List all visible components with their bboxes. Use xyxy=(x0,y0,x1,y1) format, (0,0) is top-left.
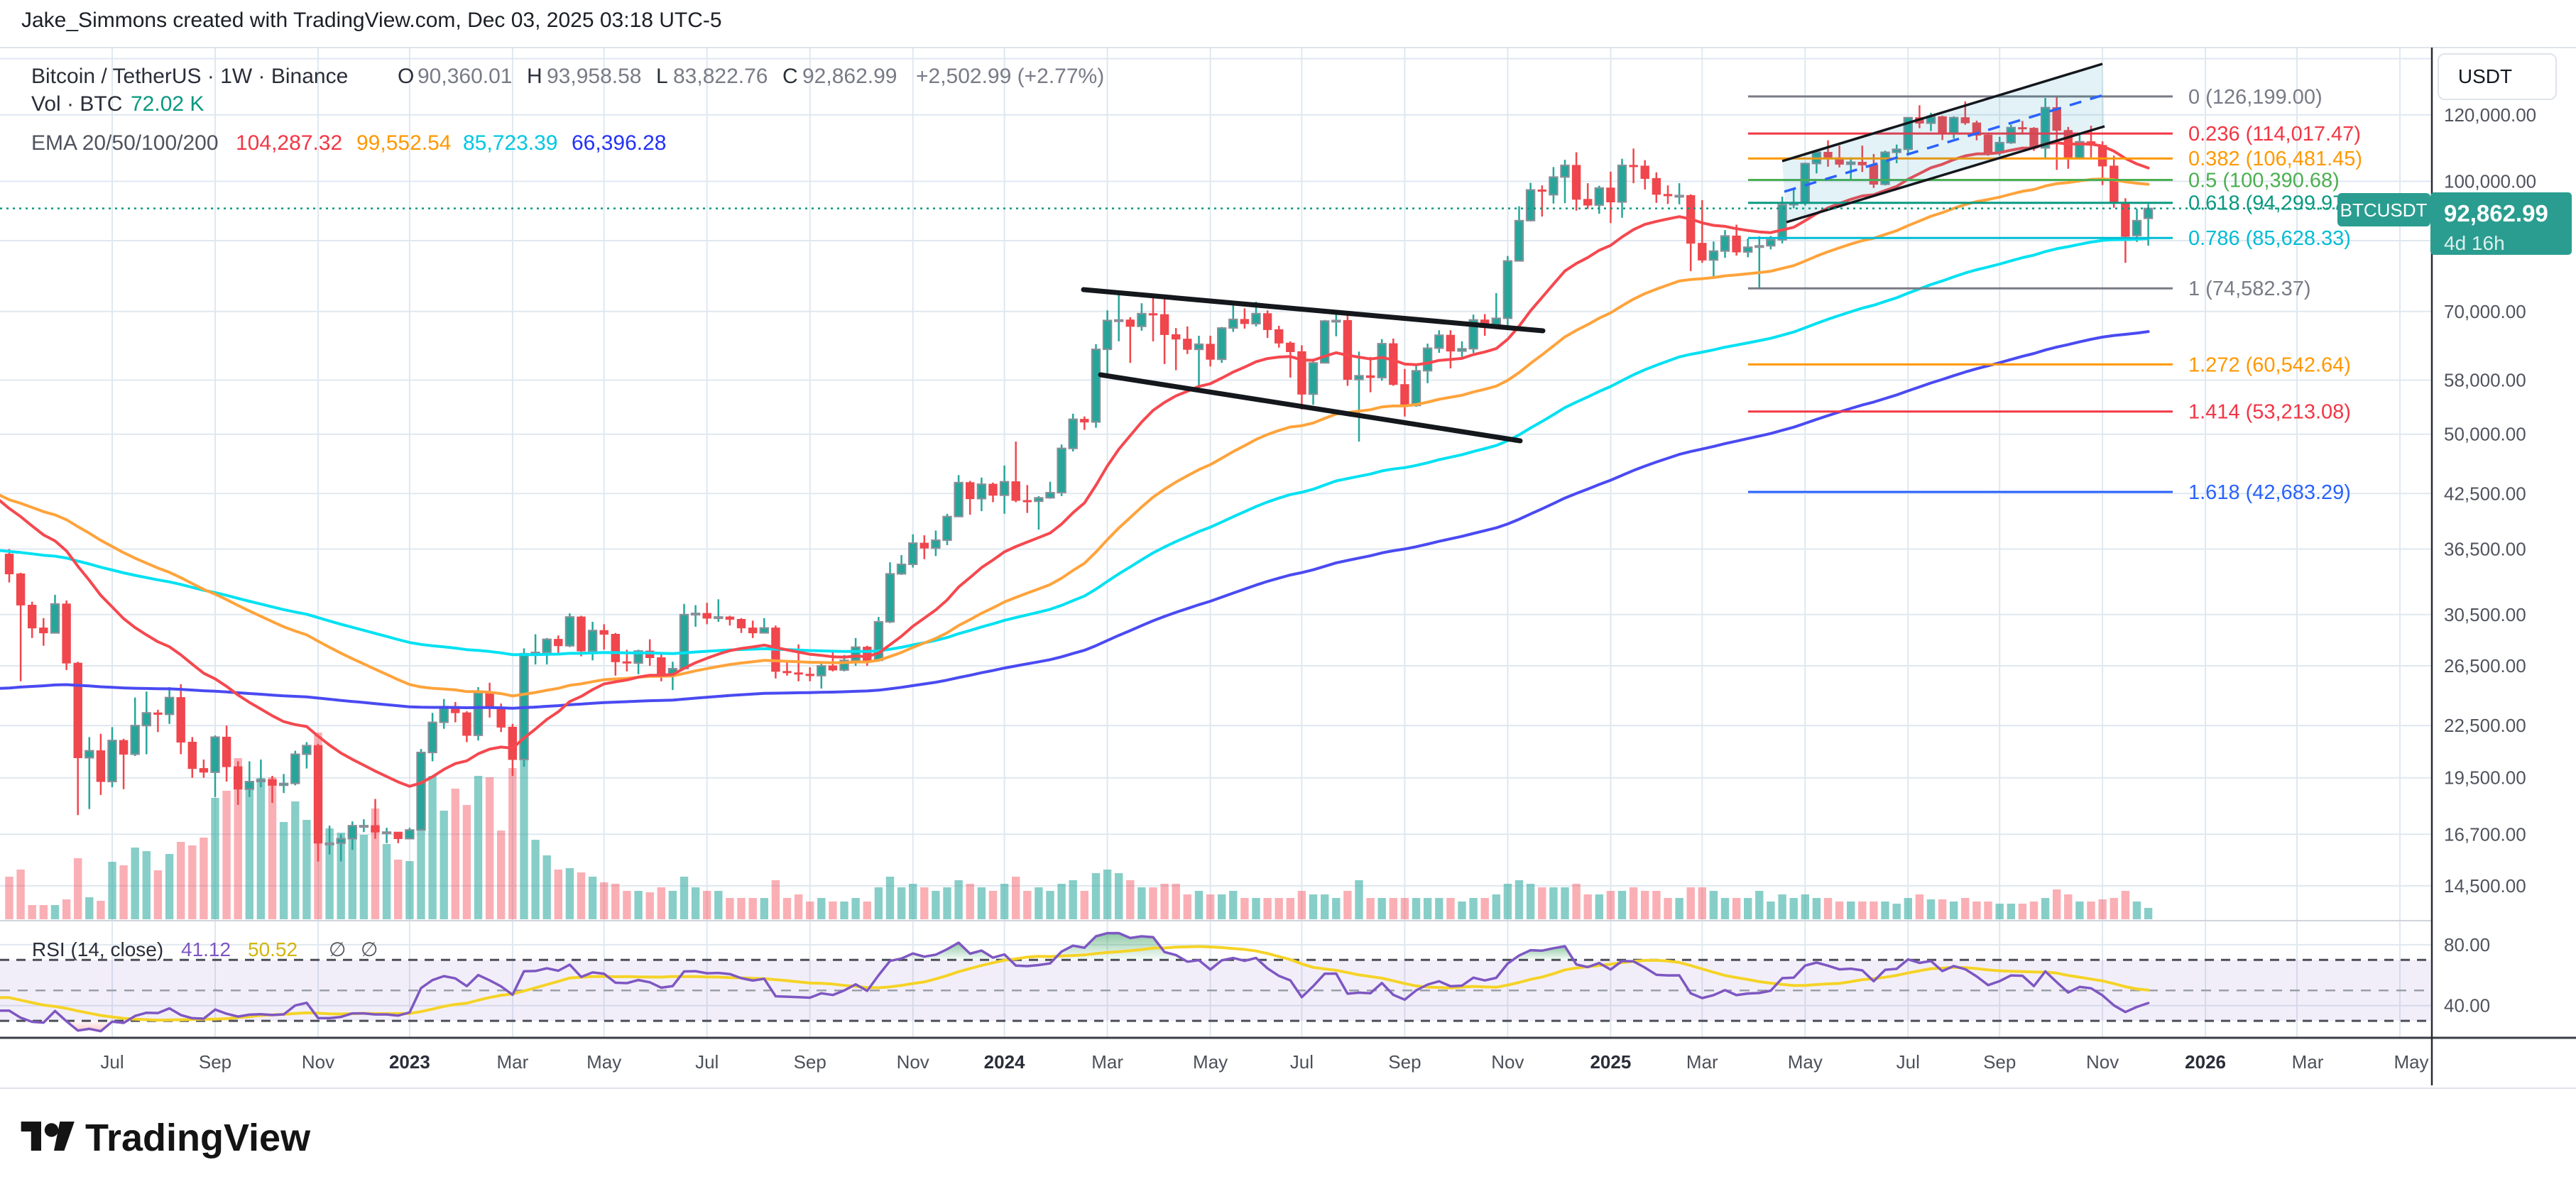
svg-text:Jul: Jul xyxy=(1290,1051,1314,1073)
svg-text:70,000.00: 70,000.00 xyxy=(2444,301,2526,322)
svg-text:2026: 2026 xyxy=(2185,1051,2226,1073)
svg-text:∅: ∅ xyxy=(329,938,346,960)
svg-text:Nov: Nov xyxy=(1491,1051,1524,1073)
svg-text:50,000.00: 50,000.00 xyxy=(2444,424,2526,445)
svg-text:L: L xyxy=(656,65,668,88)
svg-text:93,958.58: 93,958.58 xyxy=(547,65,641,88)
svg-text:2025: 2025 xyxy=(1590,1051,1631,1073)
svg-text:May: May xyxy=(2394,1051,2428,1073)
svg-text:40.00: 40.00 xyxy=(2444,995,2490,1017)
svg-text:19,500.00: 19,500.00 xyxy=(2444,767,2526,789)
svg-text:May: May xyxy=(1788,1051,1823,1073)
svg-text:26,500.00: 26,500.00 xyxy=(2444,655,2526,676)
svg-text:Mar: Mar xyxy=(497,1051,529,1073)
svg-text:1 (74,582.37): 1 (74,582.37) xyxy=(2188,278,2311,300)
svg-text:Jake_Simmons created with Trad: Jake_Simmons created with TradingView.co… xyxy=(21,9,722,32)
svg-text:1.272 (60,542.64): 1.272 (60,542.64) xyxy=(2188,354,2351,376)
svg-text:41.12: 41.12 xyxy=(181,938,231,960)
svg-text:104,287.32: 104,287.32 xyxy=(236,131,342,155)
svg-text:90,360.01: 90,360.01 xyxy=(417,65,512,88)
svg-text:92,862.99: 92,862.99 xyxy=(802,65,897,88)
svg-text:85,723.39: 85,723.39 xyxy=(463,131,557,155)
svg-text:50.52: 50.52 xyxy=(248,938,298,960)
svg-text:C: C xyxy=(782,65,798,88)
svg-text:Sep: Sep xyxy=(794,1051,826,1073)
svg-text:30,500.00: 30,500.00 xyxy=(2444,604,2526,625)
svg-text:Mar: Mar xyxy=(1091,1051,1123,1073)
svg-text:4d 16h: 4d 16h xyxy=(2444,232,2505,254)
svg-text:Jul: Jul xyxy=(695,1051,719,1073)
svg-text:2023: 2023 xyxy=(389,1051,430,1073)
svg-text:Nov: Nov xyxy=(302,1051,334,1073)
svg-text:Sep: Sep xyxy=(199,1051,231,1073)
svg-text:1.414 (53,213.08): 1.414 (53,213.08) xyxy=(2188,401,2351,424)
svg-text:May: May xyxy=(1193,1051,1228,1073)
svg-text:Nov: Nov xyxy=(2086,1051,2119,1073)
svg-text:99,552.54: 99,552.54 xyxy=(356,131,451,155)
svg-text:Jul: Jul xyxy=(1896,1051,1920,1073)
svg-text:Mar: Mar xyxy=(1686,1051,1718,1073)
svg-text:O: O xyxy=(398,65,414,88)
svg-text:0.5 (100,390.68): 0.5 (100,390.68) xyxy=(2188,170,2340,192)
svg-text:Sep: Sep xyxy=(1388,1051,1421,1073)
svg-text:0.618 (94,299.97): 0.618 (94,299.97) xyxy=(2188,192,2351,215)
svg-text:100,000.00: 100,000.00 xyxy=(2444,171,2536,192)
svg-text:22,500.00: 22,500.00 xyxy=(2444,715,2526,736)
svg-text:H: H xyxy=(527,65,542,88)
svg-text:USDT: USDT xyxy=(2458,65,2512,87)
svg-text:+2,502.99 (+2.77%): +2,502.99 (+2.77%) xyxy=(916,65,1104,88)
svg-text:∅: ∅ xyxy=(361,938,378,960)
svg-text:Vol · BTC: Vol · BTC xyxy=(31,92,122,116)
svg-text:TradingView: TradingView xyxy=(85,1117,311,1159)
svg-text:83,822.76: 83,822.76 xyxy=(673,65,768,88)
svg-text:0.786 (85,628.33): 0.786 (85,628.33) xyxy=(2188,227,2351,250)
svg-text:Mar: Mar xyxy=(2292,1051,2324,1073)
svg-text:14,500.00: 14,500.00 xyxy=(2444,875,2526,897)
svg-text:1.618 (42,683.29): 1.618 (42,683.29) xyxy=(2188,481,2351,504)
svg-text:Bitcoin / TetherUS · 1W · Bina: Bitcoin / TetherUS · 1W · Binance xyxy=(31,65,348,88)
svg-text:72.02 K: 72.02 K xyxy=(131,92,204,116)
svg-text:RSI (14, close): RSI (14, close) xyxy=(32,938,163,960)
svg-text:36,500.00: 36,500.00 xyxy=(2444,539,2526,560)
svg-text:BTCUSDT: BTCUSDT xyxy=(2340,199,2428,221)
svg-text:16,700.00: 16,700.00 xyxy=(2444,823,2526,845)
svg-text:May: May xyxy=(586,1051,621,1073)
svg-text:0.236 (114,017.47): 0.236 (114,017.47) xyxy=(2188,123,2361,146)
svg-text:0 (126,199.00): 0 (126,199.00) xyxy=(2188,86,2323,109)
svg-text:42,500.00: 42,500.00 xyxy=(2444,483,2526,504)
svg-text:92,862.99: 92,862.99 xyxy=(2444,200,2548,226)
svg-text:EMA 20/50/100/200: EMA 20/50/100/200 xyxy=(31,131,219,155)
svg-text:80.00: 80.00 xyxy=(2444,934,2490,955)
svg-text:2024: 2024 xyxy=(984,1051,1025,1073)
svg-text:0.382 (106,481.45): 0.382 (106,481.45) xyxy=(2188,148,2362,170)
svg-text:Nov: Nov xyxy=(897,1051,929,1073)
svg-text:58,000.00: 58,000.00 xyxy=(2444,370,2526,391)
svg-text:Jul: Jul xyxy=(100,1051,124,1073)
svg-text:66,396.28: 66,396.28 xyxy=(572,131,666,155)
svg-text:Sep: Sep xyxy=(1983,1051,2016,1073)
svg-text:120,000.00: 120,000.00 xyxy=(2444,104,2536,126)
